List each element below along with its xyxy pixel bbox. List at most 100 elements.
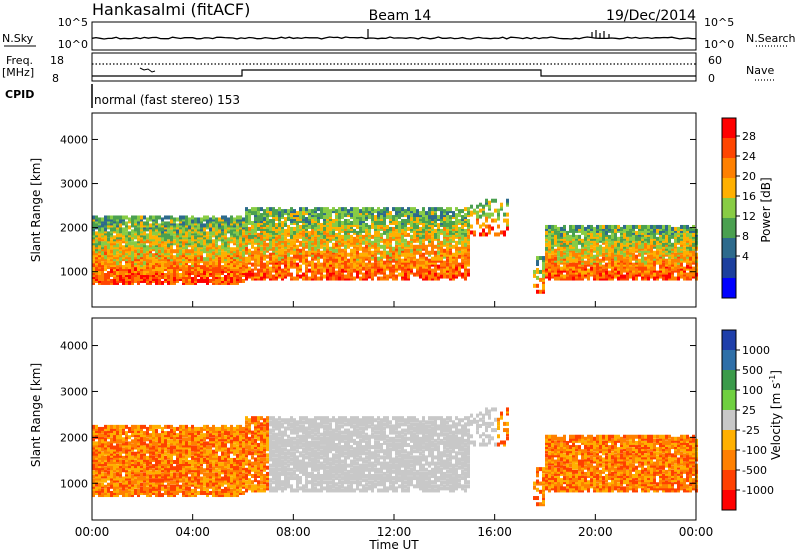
power-cell [191, 215, 194, 220]
power-cell [680, 240, 683, 245]
power-cell [134, 241, 137, 246]
velocity-cell [101, 451, 104, 456]
power-cell [365, 266, 368, 271]
power-cell [503, 230, 506, 235]
power-cell [221, 265, 224, 270]
power-cell [575, 262, 578, 267]
power-cell [251, 228, 254, 233]
power-cell [98, 271, 101, 276]
power-cell [155, 280, 158, 285]
power-cell [245, 234, 248, 239]
power-cell [122, 215, 125, 220]
power-cell [371, 234, 374, 239]
power-cell [215, 225, 218, 230]
power-cell [176, 217, 179, 222]
power-cell [398, 246, 401, 251]
velocity-cell [101, 426, 104, 431]
power-cell [134, 276, 137, 281]
noise-sky-trace [91, 36, 697, 40]
power-cell [596, 270, 599, 275]
power-cell [245, 268, 248, 273]
velocity-cell [107, 486, 110, 491]
power-cell [320, 244, 323, 249]
power-cell [110, 278, 113, 283]
power-cell [275, 246, 278, 251]
velocity-cell [122, 459, 125, 464]
power-cell [446, 274, 449, 279]
station-title: Hankasalmi (fitACF) [92, 0, 250, 19]
power-cell [416, 264, 419, 269]
power-cell [458, 219, 461, 224]
power-cell [614, 256, 617, 261]
power-cell [584, 230, 587, 235]
power-cell [152, 245, 155, 250]
power-cell [173, 269, 176, 274]
power-cell [320, 207, 323, 212]
power-cell [296, 211, 299, 216]
power-cell [608, 252, 611, 257]
power-cell [593, 274, 596, 279]
power-cell [143, 235, 146, 240]
power-cell [188, 239, 191, 244]
power-cell [662, 262, 665, 267]
power-cell [371, 207, 374, 212]
power-cell [494, 198, 497, 203]
power-cell [386, 250, 389, 255]
velocity-cell [110, 437, 113, 442]
power-cell [452, 244, 455, 249]
power-cell [137, 265, 140, 270]
power-cell [134, 227, 137, 232]
power-cell [278, 256, 281, 261]
power-cell [92, 215, 95, 220]
power-cell [593, 266, 596, 271]
power-cell [263, 246, 266, 251]
power-cell [263, 209, 266, 214]
power-cell [341, 276, 344, 281]
power-cell [287, 252, 290, 257]
power-cell [176, 261, 179, 266]
power-cell [587, 268, 590, 273]
power-cell [134, 267, 137, 272]
power-cell [623, 228, 626, 233]
power-cell [260, 217, 263, 222]
power-cell [446, 236, 449, 241]
power-cell [281, 209, 284, 214]
power-cell [683, 276, 686, 281]
power-cell [635, 230, 638, 235]
power-cell [452, 220, 455, 225]
power-cell [536, 283, 539, 288]
power-cell [494, 218, 497, 223]
power-cell [602, 256, 605, 261]
power-cell [326, 254, 329, 259]
power-cell [296, 228, 299, 233]
power-cell [128, 225, 131, 230]
power-cell [410, 244, 413, 249]
power-cell [431, 268, 434, 273]
power-cell [608, 242, 611, 247]
power-cell [167, 243, 170, 248]
power-cell [131, 245, 134, 250]
power-cell [143, 261, 146, 266]
power-cell [506, 212, 509, 217]
power-cell [374, 230, 377, 235]
power-cell [386, 274, 389, 279]
velocity-cell [125, 431, 128, 436]
power-cell [365, 270, 368, 275]
power-cell [302, 232, 305, 237]
power-cell [383, 213, 386, 218]
power-cell [164, 221, 167, 226]
power-cell [143, 271, 146, 276]
power-cell [368, 256, 371, 261]
velocity-cell [119, 451, 122, 456]
power-cell [386, 228, 389, 233]
velocity-cell [128, 493, 131, 498]
power-cell [170, 215, 173, 220]
power-cell [251, 240, 254, 245]
power-cell [464, 276, 467, 281]
power-cell [140, 223, 143, 228]
power-cell [290, 207, 293, 212]
power-cell [296, 244, 299, 249]
power-cell [92, 267, 95, 272]
beam-label: Beam 14 [369, 8, 432, 24]
power-cell [326, 268, 329, 273]
